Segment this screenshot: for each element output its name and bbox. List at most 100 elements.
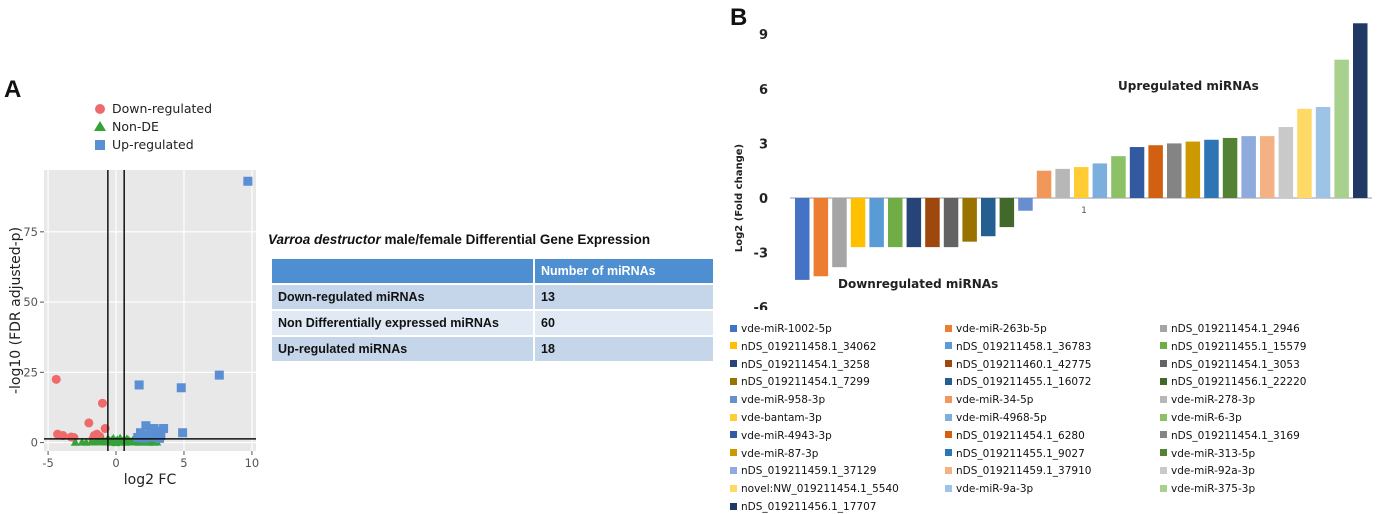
legend-item: nDS_019211454.1_3258 [730, 358, 870, 372]
legend-swatch [1160, 377, 1167, 385]
legend-label: nDS_019211454.1_3258 [741, 358, 870, 371]
bar [1315, 107, 1331, 198]
legend-item: novel:NW_019211454.1_5540 [730, 482, 899, 496]
legend-swatch [1160, 324, 1167, 332]
legend-label: vde-miR-4943-3p [741, 429, 832, 442]
x-tick-label: 10 [245, 456, 260, 470]
table-row: Up-regulated miRNAs 18 [272, 336, 713, 363]
legend-label: nDS_019211455.1_15579 [1171, 340, 1307, 353]
bar [962, 198, 977, 242]
legend-item: nDS_019211456.1_17707 [730, 500, 876, 514]
table-row-value: 60 [534, 310, 713, 337]
bar [832, 198, 847, 268]
legend-item: nDS_019211455.1_16072 [945, 375, 1091, 389]
bar [1018, 198, 1033, 211]
legend-swatch [1160, 466, 1167, 474]
y-axis-label: Log2 (Fold change) [734, 144, 745, 252]
legend-swatch [945, 395, 952, 403]
legend-label: nDS_019211454.1_7299 [741, 376, 870, 389]
legend-label: vde-miR-92a-3p [1171, 465, 1255, 478]
data-point-nonde [121, 437, 131, 446]
legend-label: vde-miR-1002-5p [741, 323, 832, 335]
legend-label: vde-miR-278-3p [1171, 394, 1256, 407]
table-row-label: Down-regulated miRNAs [272, 284, 535, 311]
legend-label: nDS_019211454.1_2946 [1171, 323, 1300, 335]
legend-swatch [730, 395, 737, 403]
data-point-up [243, 176, 253, 186]
table-header-row: Number of miRNAs [272, 259, 713, 285]
table-row-label: Up-regulated miRNAs [272, 336, 535, 363]
legend-label: nDS_019211458.1_36783 [956, 340, 1092, 353]
legend-swatch [945, 449, 952, 457]
legend-label: nDS_019211459.1_37910 [956, 465, 1092, 478]
bar [1074, 167, 1089, 198]
x-tick-label: 0 [112, 456, 119, 470]
legend-label: vde-miR-87-3p [741, 447, 819, 460]
data-point-up [159, 424, 169, 434]
bar [888, 198, 903, 248]
legend-swatch [730, 431, 737, 439]
data-point-nonde [127, 437, 137, 446]
data-point-up [134, 380, 144, 390]
bar [1148, 145, 1163, 198]
legend-label: nDS_019211456.1_17707 [741, 501, 877, 513]
legend-item: nDS_019211459.1_37910 [945, 464, 1091, 478]
bar [1111, 156, 1126, 198]
legend-swatch [730, 360, 737, 368]
legend-swatch [945, 360, 952, 368]
legend-item: vde-miR-958-3p [730, 393, 825, 407]
legend-label: nDS_019211454.1_3169 [1171, 429, 1300, 442]
legend-swatch [945, 484, 952, 492]
legend-label: Down-regulated [112, 101, 212, 116]
legend-item: nDS_019211455.1_15579 [1160, 340, 1306, 354]
panel-label-a: A [4, 76, 22, 103]
downregulated-annotation: Downregulated miRNAs [838, 277, 998, 291]
legend-item: nDS_019211454.1_7299 [730, 375, 870, 389]
x-tick-label: -5 [42, 456, 53, 470]
bar [1204, 139, 1219, 198]
bar [1092, 163, 1108, 198]
legend-swatch [1160, 360, 1167, 368]
y-tick-label: 0 [759, 192, 768, 207]
table-row-label: Non Differentially expressed miRNAs [272, 310, 535, 337]
data-point-nonde [70, 437, 80, 446]
legend-swatch [945, 342, 952, 350]
y-tick-label: 50 [23, 295, 38, 309]
legend-label: novel:NW_019211454.1_5540 [741, 483, 899, 496]
legend-item: vde-bantam-3p [730, 411, 822, 425]
y-tick-label: 25 [23, 365, 38, 379]
data-point-down [97, 398, 107, 408]
panel-label-b: B [730, 4, 748, 31]
legend-item: vde-miR-4968-5p [945, 411, 1047, 425]
legend-label: nDS_019211459.1_37129 [741, 465, 877, 478]
data-point-up [140, 433, 150, 443]
legend-item: nDS_019211455.1_9027 [945, 447, 1085, 461]
legend-swatch [730, 413, 737, 421]
bar [1129, 147, 1145, 198]
bar [925, 198, 940, 248]
legend-label: nDS_019211455.1_16072 [956, 376, 1092, 389]
legend-item: nDS_019211454.1_2946 [1160, 322, 1300, 336]
x-tick-label: 1 [1081, 206, 1087, 216]
table-row-value: 13 [534, 284, 713, 311]
bar [1167, 143, 1182, 198]
legend-symbol-down [95, 104, 105, 114]
legend-label: nDS_019211455.1_9027 [956, 447, 1085, 460]
legend-symbol-up [95, 140, 105, 150]
data-point-down [84, 418, 94, 428]
y-tick-label: 9 [759, 28, 768, 43]
table-header-label [272, 259, 535, 285]
legend-label: nDS_019211458.1_34062 [741, 340, 877, 353]
data-point-up [214, 370, 224, 380]
legend-label: vde-miR-9a-3p [956, 483, 1034, 496]
bar [981, 198, 996, 237]
legend-swatch [730, 342, 737, 350]
bar [1278, 127, 1294, 198]
legend-label: Non-DE [112, 119, 159, 134]
data-point-down [58, 431, 68, 441]
y-tick-label: 75 [23, 225, 38, 239]
deg-table: Number of miRNAs Down-regulated miRNAs 1… [272, 259, 713, 363]
legend-label: vde-miR-34-5p [956, 394, 1034, 407]
bar [1241, 136, 1256, 198]
legend-label: Up-regulated [112, 137, 194, 152]
